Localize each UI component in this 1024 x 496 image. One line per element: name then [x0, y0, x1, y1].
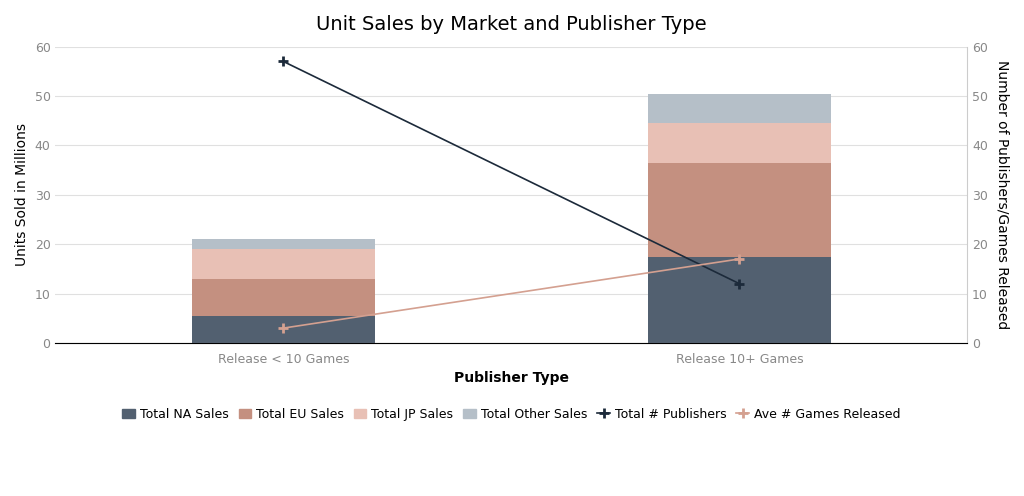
Legend: Total NA Sales, Total EU Sales, Total JP Sales, Total Other Sales, Total # Publi: Total NA Sales, Total EU Sales, Total JP… [118, 403, 905, 426]
Line: Ave # Games Released: Ave # Games Released [279, 254, 744, 333]
Bar [193, 316, 375, 343]
Y-axis label: Number of Publishers/Games Released: Number of Publishers/Games Released [995, 60, 1009, 329]
Bar [648, 163, 830, 256]
Title: Unit Sales by Market and Publisher Type: Unit Sales by Market and Publisher Type [316, 15, 707, 34]
Y-axis label: Units Sold in Millions: Units Sold in Millions [15, 124, 29, 266]
Bar [648, 123, 830, 163]
Total # Publishers [733, 281, 745, 287]
Ave # Games Released [278, 325, 290, 331]
Bar [193, 249, 375, 279]
Total # Publishers [278, 59, 290, 64]
Bar [648, 94, 830, 123]
Ave # Games Released [733, 256, 745, 262]
X-axis label: Publisher Type: Publisher Type [454, 371, 569, 385]
Bar [648, 256, 830, 343]
Bar [193, 239, 375, 249]
Bar [193, 279, 375, 316]
Line: Total # Publishers: Total # Publishers [279, 57, 744, 289]
